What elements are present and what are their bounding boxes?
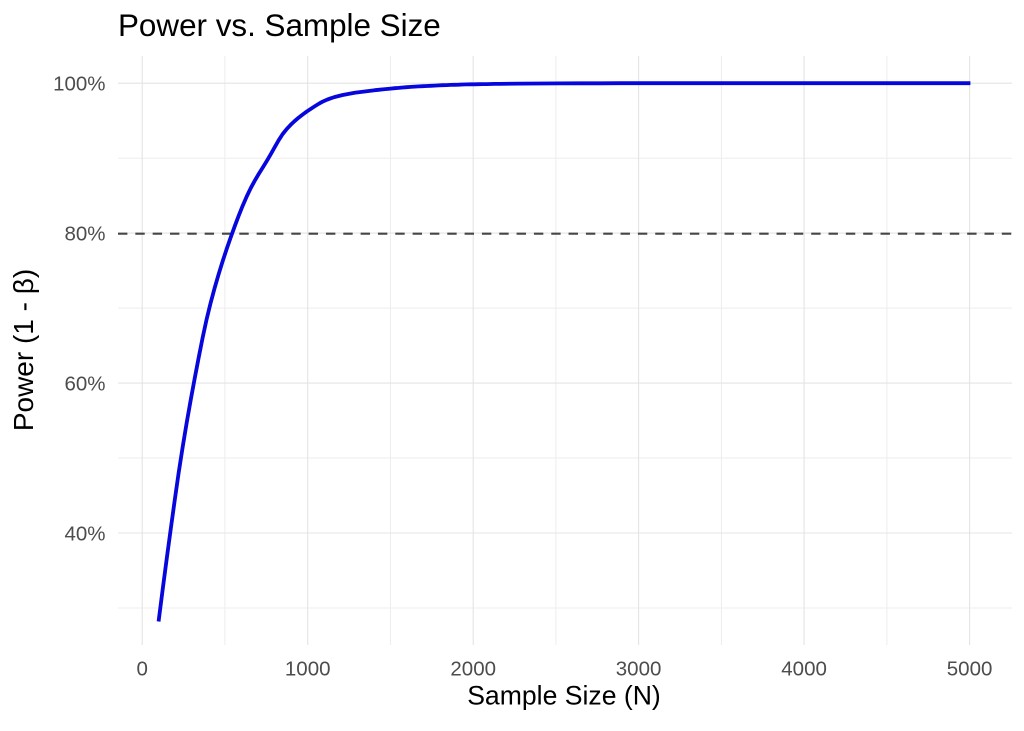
svg-text:4000: 4000 — [781, 658, 827, 681]
svg-text:0: 0 — [136, 658, 147, 681]
svg-text:5000: 5000 — [947, 658, 993, 681]
svg-text:80%: 80% — [64, 223, 105, 246]
svg-text:100%: 100% — [53, 73, 105, 96]
svg-text:Sample Size (N): Sample Size (N) — [467, 681, 661, 711]
svg-text:3000: 3000 — [616, 658, 662, 681]
svg-text:1000: 1000 — [285, 658, 331, 681]
svg-text:Power vs. Sample Size: Power vs. Sample Size — [118, 8, 441, 43]
svg-text:2000: 2000 — [450, 658, 496, 681]
svg-text:60%: 60% — [64, 373, 105, 396]
svg-text:Power (1 - β): Power (1 - β) — [8, 269, 39, 431]
svg-text:40%: 40% — [64, 522, 105, 545]
